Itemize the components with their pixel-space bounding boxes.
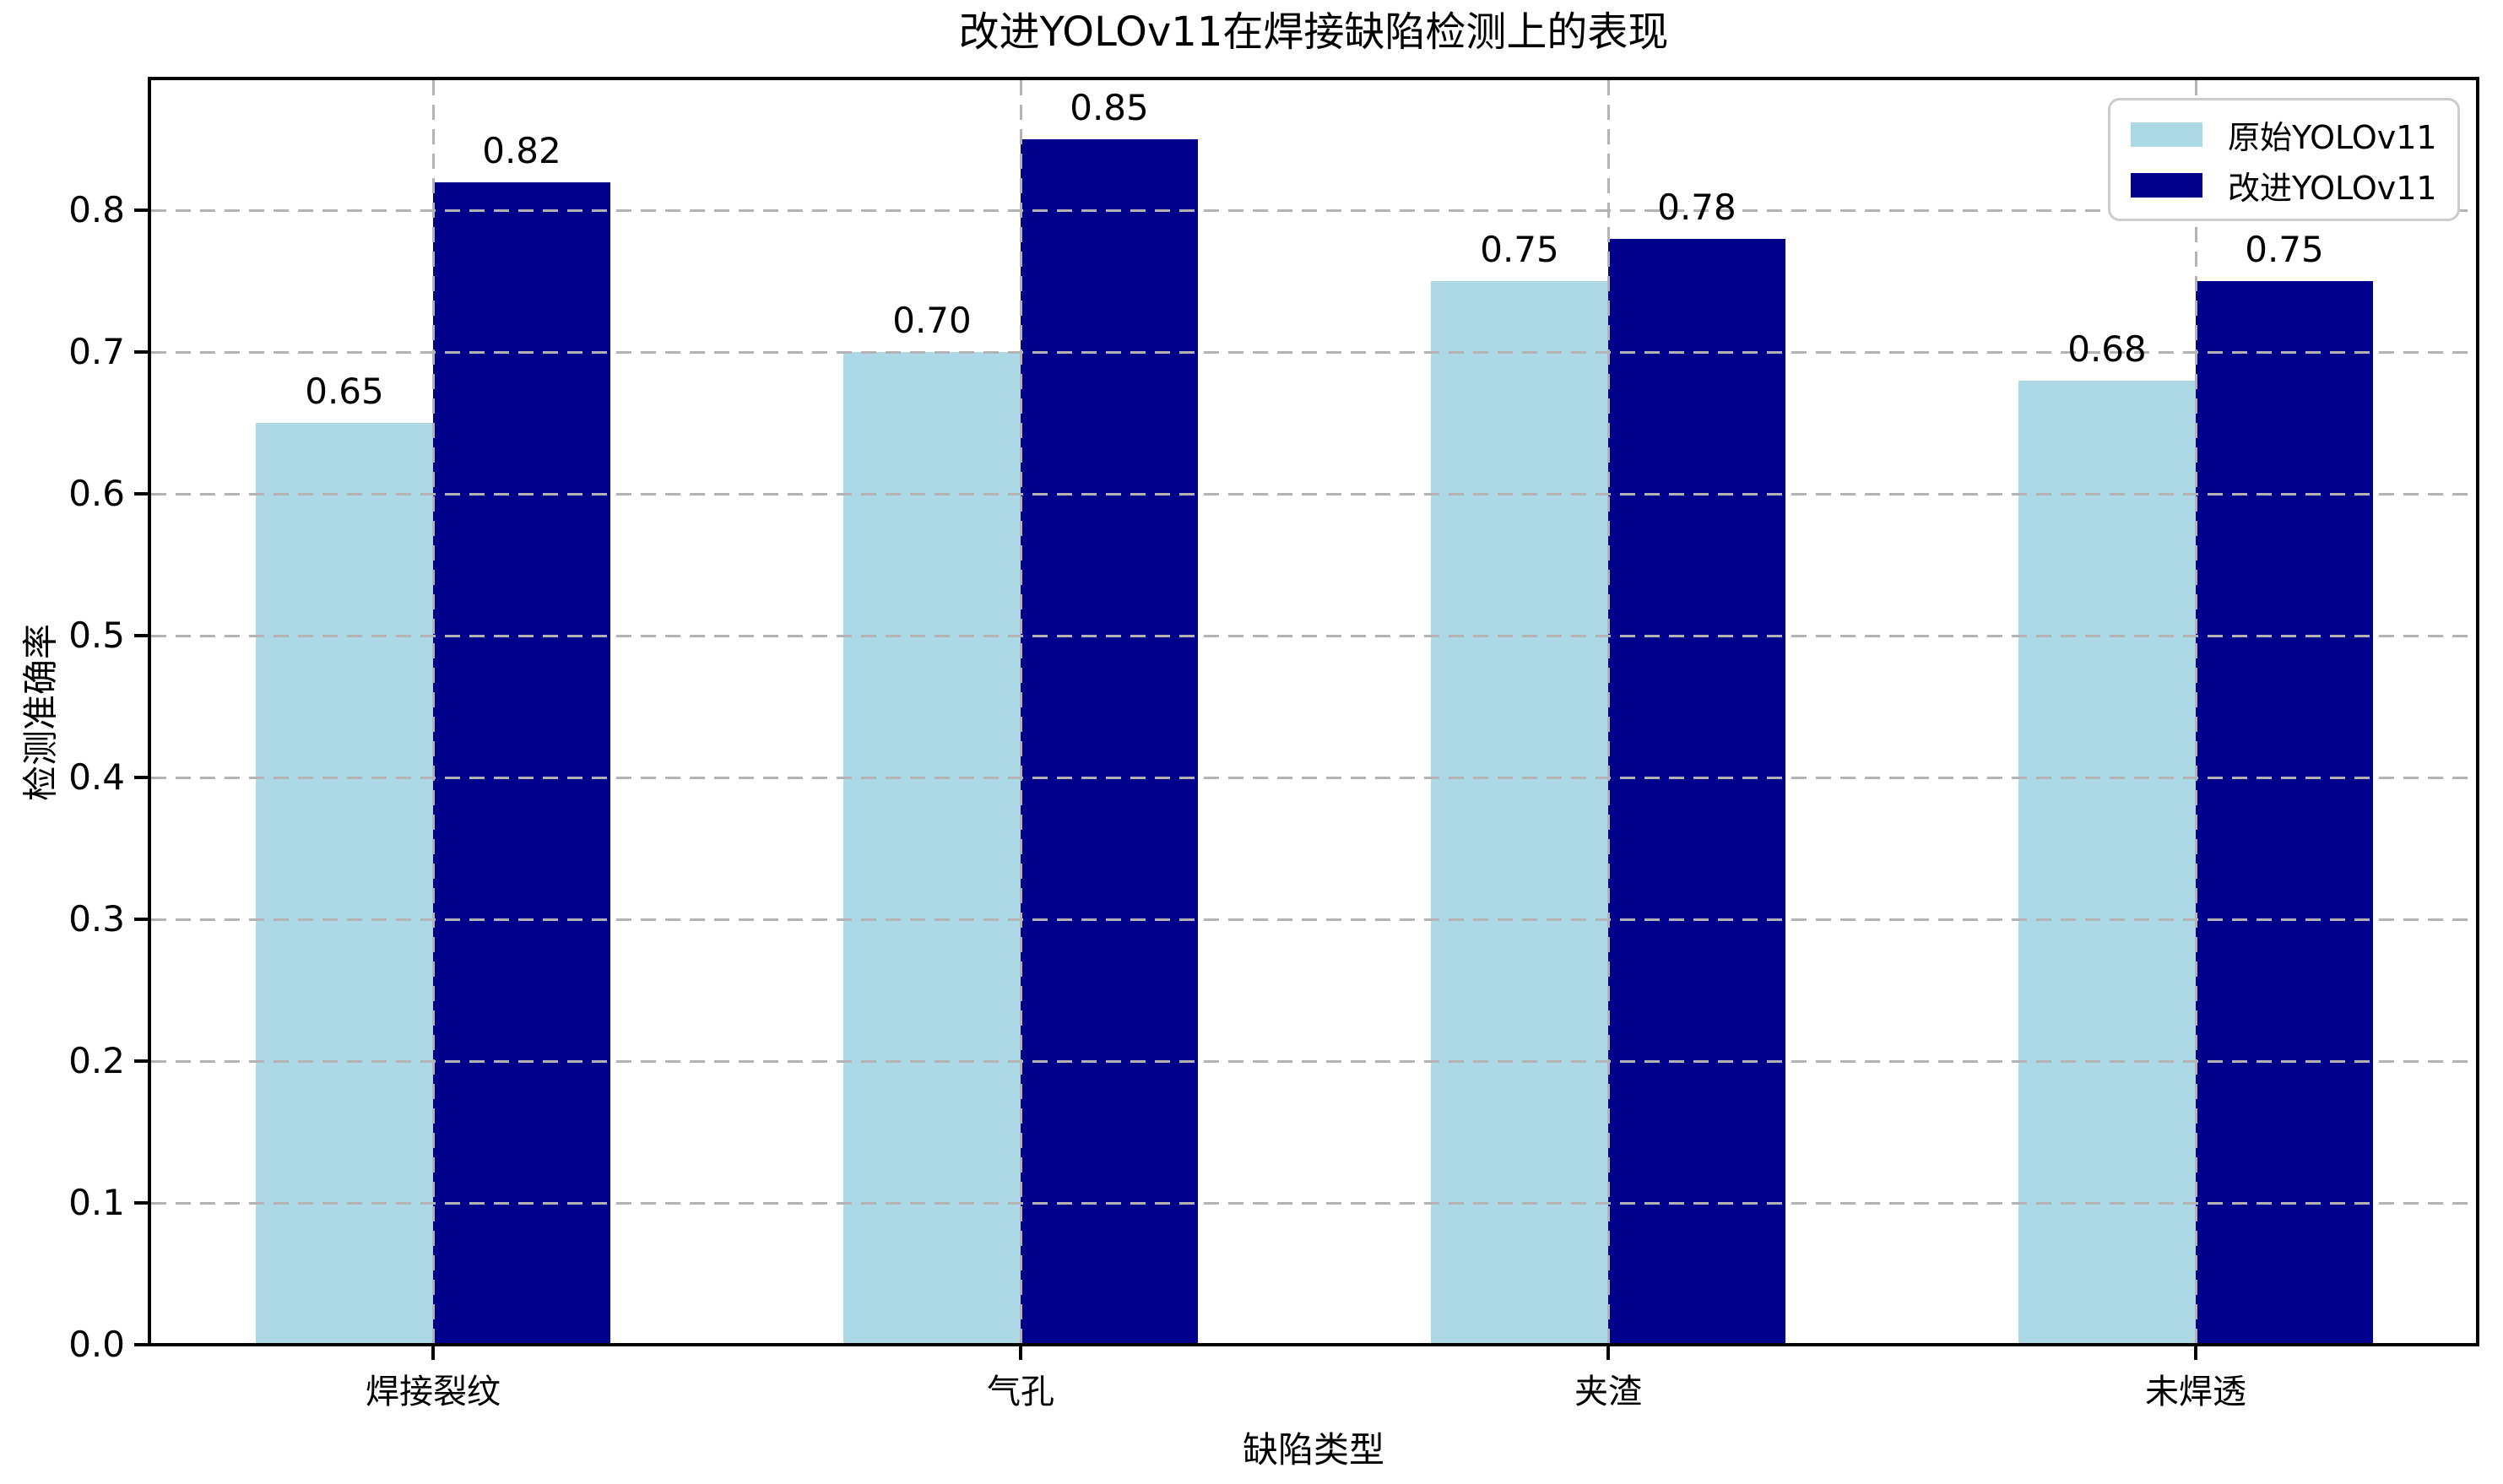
y-tick-label: 0.5	[68, 615, 125, 657]
grid-line-horizontal	[151, 350, 2476, 354]
x-tick-label-气孔: 气孔	[987, 1373, 1054, 1411]
grid-line-horizontal	[151, 492, 2476, 496]
x-tick-label-夹渣: 夹渣	[1574, 1373, 1642, 1411]
plot-border-top	[148, 77, 2479, 80]
legend-swatch-original-yolov11	[2131, 122, 2202, 147]
bar-改进YOLOv11-夹渣	[1608, 238, 1785, 1345]
value-label: 0.75	[2245, 229, 2324, 271]
legend-item-original-yolov11: 原始YOLOv11	[2131, 112, 2437, 156]
value-label: 0.82	[482, 129, 561, 171]
legend-swatch-improved-yolov11	[2131, 172, 2202, 198]
x-tick-label-未焊透: 未焊透	[2145, 1373, 2246, 1411]
y-tick-label: 0.1	[68, 1182, 125, 1224]
value-label: 0.65	[305, 371, 384, 413]
x-tick-mark	[2194, 1346, 2197, 1360]
x-tick-label-焊接裂纹: 焊接裂纹	[366, 1373, 501, 1411]
bar-改进YOLOv11-未焊透	[2196, 281, 2373, 1345]
bar-原始YOLOv11-气孔	[843, 352, 1021, 1345]
bar-原始YOLOv11-焊接裂纹	[256, 423, 433, 1345]
grid-line-horizontal	[151, 1059, 2476, 1063]
grid-line-horizontal	[151, 634, 2476, 637]
y-tick-label: 0.2	[68, 1040, 125, 1082]
x-axis-label: 缺陷类型	[1242, 1429, 1384, 1470]
y-tick-mark	[134, 1201, 148, 1205]
y-tick-mark	[134, 350, 148, 355]
y-tick-mark	[134, 492, 148, 496]
value-label: 0.70	[892, 300, 972, 342]
value-label: 0.75	[1480, 229, 1559, 271]
grid-line-vertical	[1606, 80, 1610, 1343]
grid-line-horizontal	[151, 776, 2476, 779]
plot-border-right	[2476, 77, 2479, 1346]
x-tick-mark	[1606, 1346, 1610, 1360]
y-tick-mark	[134, 209, 148, 213]
y-tick-mark	[134, 1343, 148, 1346]
y-tick-mark	[134, 1059, 148, 1064]
legend-label-improved-yolov11: 改进YOLOv11	[2228, 169, 2437, 207]
y-tick-label: 0.3	[68, 898, 125, 940]
grid-line-vertical	[2194, 80, 2197, 1343]
legend-label-original-yolov11: 原始YOLOv11	[2228, 118, 2437, 156]
grid-line-vertical	[431, 80, 435, 1343]
x-tick-mark	[1019, 1346, 1022, 1360]
value-label: 0.68	[2067, 328, 2147, 370]
bar-原始YOLOv11-未焊透	[2018, 380, 2196, 1345]
y-tick-mark	[134, 634, 148, 638]
value-label: 0.85	[1070, 87, 1149, 129]
y-tick-label: 0.0	[68, 1324, 125, 1365]
value-label: 0.78	[1657, 186, 1736, 228]
bar-原始YOLOv11-夹渣	[1431, 281, 1608, 1345]
grid-line-horizontal	[151, 918, 2476, 921]
y-tick-mark	[134, 918, 148, 922]
x-tick-mark	[431, 1346, 435, 1360]
y-axis-line	[148, 77, 151, 1346]
x-axis-line	[148, 1343, 2479, 1346]
y-tick-label: 0.8	[68, 189, 125, 231]
bar-改进YOLOv11-焊接裂纹	[433, 181, 610, 1345]
y-tick-label: 0.6	[68, 473, 125, 515]
grid-line-horizontal	[151, 1201, 2476, 1205]
chart-title: 改进YOLOv11在焊接缺陷检测上的表现	[958, 8, 1669, 56]
legend: 原始YOLOv11 改进YOLOv11	[2108, 98, 2460, 221]
legend-item-improved-yolov11: 改进YOLOv11	[2131, 163, 2437, 207]
y-tick-label: 0.7	[68, 331, 125, 373]
y-tick-mark	[134, 776, 148, 780]
grid-line-vertical	[1019, 80, 1022, 1343]
y-tick-label: 0.4	[68, 756, 125, 799]
bar-改进YOLOv11-气孔	[1021, 139, 1198, 1345]
grid-line-horizontal	[151, 209, 2476, 212]
